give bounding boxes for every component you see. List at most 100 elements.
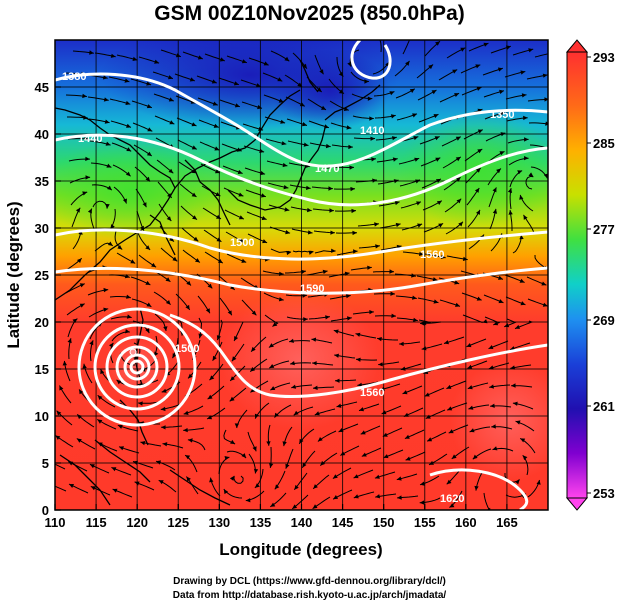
colorbar: 293 285 277 269 261 253 [565,39,615,511]
colorbar-tick-label: 269 [593,313,615,328]
streamline-arrowhead [77,414,82,420]
streamline-arrowhead [321,105,326,110]
streamline-arrowhead [483,42,489,47]
streamline-arrowhead [147,127,153,132]
streamline-arrowhead [541,281,547,286]
streamline-arrowhead [261,216,267,221]
streamline-arrowhead [168,75,173,80]
streamline-arrowhead [192,215,197,220]
streamline-arrowhead [274,484,280,490]
streamline-arrowhead [374,222,379,227]
data-source: Data from http://database.rish.kyoto-u.a… [172,590,447,601]
streamline-arrowhead [458,221,463,227]
streamline-arrowhead [392,157,398,162]
streamline [462,314,483,324]
x-tick-label: 115 [86,515,107,530]
streamline-arrowhead [124,78,130,83]
streamline-arrowhead [207,283,213,289]
streamline-arrowhead [214,146,220,151]
streamline-arrowhead [285,230,291,235]
streamline-arrowhead [382,432,388,437]
streamline-arrowhead [519,234,524,240]
streamline-arrowhead [142,202,147,208]
streamline-arrowhead [390,291,395,296]
streamline-arrowhead [158,480,164,485]
streamline-arrowhead [207,394,213,400]
streamline-arrowhead [517,170,523,175]
streamline-arrowhead [117,424,123,429]
streamline-arrowhead [431,90,437,95]
streamline-arrowhead [138,401,143,406]
streamline-arrowhead [444,340,449,345]
streamline-arrowhead [313,385,318,390]
streamline-arrowhead [90,486,96,491]
contour-label: 1380 [62,71,86,83]
streamline-arrowhead [112,488,118,493]
streamline-arrowhead [520,70,526,75]
colorbar-tick-label: 253 [593,486,615,501]
streamline-arrowhead [97,442,103,447]
streamline-arrowhead [466,343,472,348]
streamline-arrowhead [289,338,294,343]
streamline-arrowhead [348,144,353,150]
streamline-arrowhead [234,336,239,341]
streamline-arrowhead [229,396,235,402]
streamline-arrowhead [511,383,516,388]
streamline-arrowhead [266,441,271,446]
streamline-arrowhead [427,437,433,442]
streamline-arrowhead [89,340,94,346]
x-tick-label: 125 [167,515,189,530]
streamline-arrowhead [492,208,498,214]
streamline-arrowhead [79,389,84,395]
streamline-arrowhead [355,332,361,337]
streamline-arrowhead [187,438,193,443]
streamline-arrowhead [133,460,138,465]
streamline-arrowhead [130,259,136,264]
streamline-arrowhead [211,79,217,84]
streamline-arrowhead [448,429,454,434]
streamline-arrowhead [498,299,504,304]
streamline-arrowhead [455,302,460,307]
streamline-arrowhead [124,274,130,279]
streamline-arrowhead [146,81,152,86]
streamline-arrowhead [524,137,529,142]
streamline-arrowhead [191,145,197,150]
streamline-arrowhead [497,67,503,72]
streamline-arrowhead [97,419,103,424]
streamline-arrowhead [252,446,257,452]
streamline-arrowhead [490,403,495,408]
streamline-arrowhead [297,82,303,87]
axes: 110 115 120 125 130 135 140 145 150 155 160 165 0 5 10… [35,80,518,530]
streamline-arrowhead [379,386,385,391]
y-axis-label: Latitude (degrees) [4,201,23,348]
streamline-arrowhead [207,415,213,420]
streamline-arrowhead [103,287,109,293]
streamline-arrowhead [277,77,283,82]
streamline-arrowhead [145,176,151,182]
streamline-arrowhead [145,328,150,334]
streamline-arrowhead [109,342,114,348]
streamline-arrowhead [500,132,506,137]
streamline-arrowhead [498,275,503,280]
streamline-arrowhead [438,223,444,228]
streamline-arrowhead [378,362,383,367]
streamline-arrowhead [163,326,168,331]
x-tick-label: 160 [455,515,477,530]
streamline-arrowhead [351,208,356,214]
streamline-arrowhead [307,230,313,235]
streamline-arrowhead [312,361,317,366]
streamline-arrowhead [390,114,396,119]
streamline-arrowhead [499,151,505,156]
streamline-arrowhead [405,456,411,461]
streamline-arrowhead [219,57,225,62]
streamline-arrowhead [435,178,441,183]
streamline-arrowhead [322,269,328,274]
streamline-arrowhead [519,278,525,283]
streamline-arrowhead [504,323,510,328]
streamline-arrowhead [454,93,460,97]
streamline-arrowhead [308,250,314,255]
streamline-arrowhead [82,93,87,99]
streamline-arrowhead [285,463,290,469]
streamline-arrowhead [258,126,264,131]
streamline-arrowhead [336,403,342,408]
